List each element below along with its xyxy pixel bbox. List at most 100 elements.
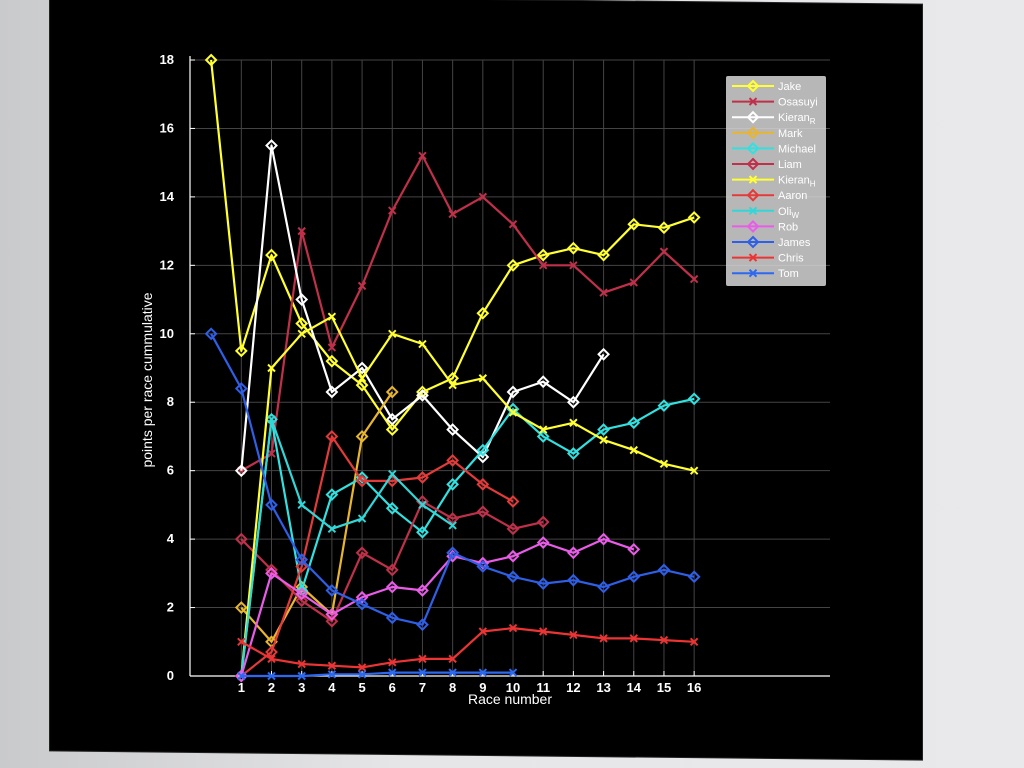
x-tick-label: 12 <box>566 680 580 695</box>
data-point <box>629 634 638 643</box>
data-point <box>327 343 337 352</box>
y-tick-label: 18 <box>160 52 174 67</box>
data-point <box>629 278 638 287</box>
data-point <box>597 580 610 594</box>
legend-entry-jake: Jake <box>732 79 801 93</box>
legend-entry-michael: Michael <box>732 141 816 155</box>
series-path <box>240 154 695 472</box>
data-point <box>327 661 337 670</box>
data-point <box>569 261 578 270</box>
x-axis-label: Race number <box>468 691 552 707</box>
data-point <box>295 594 309 608</box>
series-line-rob <box>234 532 641 683</box>
data-point <box>746 188 760 202</box>
data-point <box>267 449 276 458</box>
y-tick-label: 6 <box>167 463 174 478</box>
data-point <box>448 654 457 664</box>
data-point <box>265 139 278 152</box>
data-point <box>297 671 306 681</box>
legend-entry-kieranr: KieranR <box>732 110 816 126</box>
data-point <box>355 430 369 443</box>
series-line-liam <box>234 495 550 628</box>
data-point <box>355 546 369 560</box>
legend-label: James <box>778 237 811 249</box>
data-point <box>204 327 218 341</box>
data-point <box>265 645 278 659</box>
x-tick-label: 2 <box>268 680 275 695</box>
data-point <box>388 329 397 338</box>
y-tick-label: 14 <box>160 189 175 204</box>
y-axis-label: points per race cummulative <box>139 292 155 467</box>
x-tick-label: 3 <box>298 680 305 695</box>
data-point <box>597 248 610 262</box>
data-point <box>746 235 760 249</box>
legend: Jake Osasuyi KieranR Mark Michael Liam KieranH… <box>726 76 826 286</box>
data-point <box>234 532 248 546</box>
x-tick-label: 8 <box>449 680 456 695</box>
data-point <box>508 623 518 633</box>
data-point <box>508 220 518 229</box>
data-point <box>748 206 758 216</box>
series-path <box>241 671 513 678</box>
data-point <box>327 312 337 321</box>
legend-label: Liam <box>778 159 802 171</box>
data-point <box>325 607 339 621</box>
data-point <box>297 329 306 338</box>
legend-label: Jake <box>778 81 801 93</box>
data-point <box>476 560 490 573</box>
data-point <box>506 258 520 272</box>
series-path <box>240 500 544 623</box>
data-point <box>539 261 548 270</box>
data-point <box>539 627 548 636</box>
data-point <box>599 288 608 297</box>
data-point <box>295 587 309 601</box>
data-point <box>355 378 369 392</box>
data-point <box>267 363 276 373</box>
data-point <box>357 670 367 679</box>
data-point <box>325 354 339 368</box>
x-tick-label: 1 <box>238 680 245 695</box>
legend-label: Aaron <box>778 190 807 202</box>
data-point <box>476 477 490 491</box>
data-point <box>267 671 276 681</box>
data-point <box>357 663 367 672</box>
data-point <box>355 590 369 604</box>
x-tick-label: 7 <box>419 680 426 695</box>
data-point <box>416 584 429 597</box>
data-point <box>388 668 397 677</box>
data-point <box>385 423 399 437</box>
legend-entry-liam: Liam <box>732 157 802 171</box>
series-path <box>240 418 454 677</box>
data-point <box>416 471 429 484</box>
data-point <box>657 221 671 235</box>
data-point <box>418 339 427 349</box>
data-point <box>657 399 671 413</box>
data-point <box>506 385 520 399</box>
series-line-james <box>204 327 701 632</box>
data-point <box>385 563 399 577</box>
data-point <box>355 474 369 488</box>
series-layer <box>204 53 701 683</box>
data-point <box>478 627 488 636</box>
data-point <box>385 385 399 399</box>
data-point <box>687 392 701 406</box>
data-point <box>476 505 490 519</box>
data-point <box>476 443 490 457</box>
data-point <box>295 580 309 594</box>
series-line-tom <box>237 668 518 681</box>
data-point <box>536 577 550 591</box>
data-point <box>748 175 758 184</box>
legend-entry-osasuyi: Osasuyi <box>732 97 818 109</box>
x-tick-label: 6 <box>389 680 396 695</box>
series-line-chris <box>237 623 699 672</box>
data-point <box>325 385 339 399</box>
data-point <box>566 573 580 587</box>
data-point <box>746 110 760 124</box>
y-tick-label: 8 <box>167 394 174 409</box>
data-point <box>297 500 306 510</box>
data-point <box>446 477 460 491</box>
legend-entry-rob: Rob <box>732 219 798 233</box>
data-point <box>418 668 427 677</box>
data-point <box>627 542 641 556</box>
data-point <box>295 553 309 567</box>
